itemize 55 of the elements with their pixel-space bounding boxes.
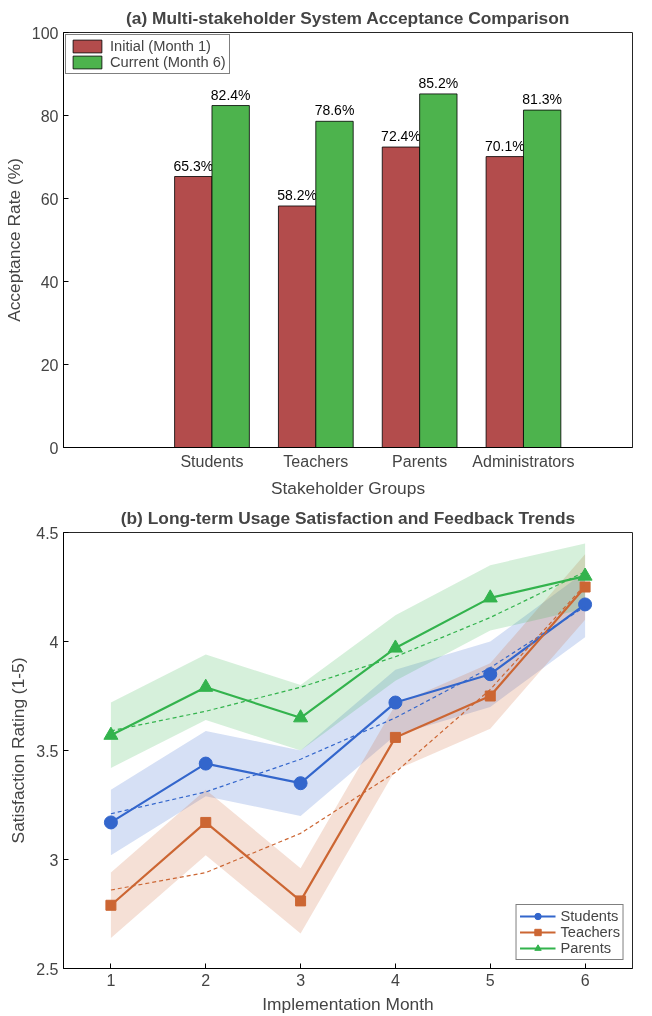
data-label: 82.4%: [210, 86, 251, 103]
legend-label: Initial (Month 1): [110, 38, 212, 54]
y-tick-label: 80: [40, 107, 59, 125]
point: [579, 581, 591, 593]
point: [103, 815, 118, 830]
point: [482, 589, 498, 603]
point: [293, 709, 309, 723]
legend-label: Parents: [560, 940, 612, 956]
data-label: 81.3%: [522, 91, 563, 108]
y-tick-label: 0: [49, 439, 59, 457]
x-tick-label: 3: [296, 971, 306, 989]
point: [578, 597, 593, 612]
x-tick-label: Administrators: [472, 452, 575, 470]
x-tick-label: 5: [485, 971, 495, 989]
x-tick-label: Students: [180, 452, 244, 470]
x-tick-label: Parents: [392, 452, 448, 470]
data-label: 85.2%: [418, 74, 459, 91]
chart-title: (b) Long-term Usage Satisfaction and Feedback Trends: [120, 507, 576, 528]
point: [103, 726, 119, 740]
point: [389, 731, 401, 743]
y-tick-label: 4: [49, 633, 59, 651]
y-tick-label: 3: [49, 851, 59, 869]
y-tick-label: 20: [40, 356, 59, 374]
x-axis-title: Implementation Month: [262, 993, 434, 1014]
data-label: 65.3%: [173, 157, 214, 174]
y-tick-label: 60: [40, 190, 59, 208]
x-tick-label: 1: [106, 971, 116, 989]
point: [387, 639, 403, 653]
legend-label: Students: [560, 908, 619, 924]
point: [577, 567, 593, 581]
y-axis-title: Acceptance Rate (%): [3, 158, 24, 322]
point: [483, 667, 498, 682]
point: [200, 816, 212, 828]
x-tick-label: 4: [390, 971, 400, 989]
point: [198, 756, 213, 771]
x-tick-label: Teachers: [283, 452, 349, 470]
y-tick-label: 2.5: [36, 960, 59, 978]
y-tick-label: 4.5: [36, 524, 59, 542]
data-label: 78.6%: [314, 102, 355, 119]
point: [295, 895, 307, 907]
legend-label: Current (Month 6): [110, 54, 226, 70]
point: [105, 899, 117, 911]
y-tick-label: 100: [31, 24, 59, 42]
y-tick-label: 40: [40, 273, 59, 291]
x-tick-label: 6: [580, 971, 590, 989]
point: [293, 776, 308, 791]
y-axis-title: Satisfaction Rating (1-5): [8, 657, 29, 844]
legend-label: Teachers: [560, 924, 620, 940]
chart-title: (a) Multi-stakeholder System Acceptance Comparison: [126, 7, 570, 28]
y-tick-label: 3.5: [36, 742, 59, 760]
point: [388, 695, 403, 710]
point: [198, 678, 214, 692]
x-tick-label: 2: [201, 971, 211, 989]
x-axis-title: Stakeholder Groups: [270, 477, 426, 498]
point: [484, 690, 496, 702]
